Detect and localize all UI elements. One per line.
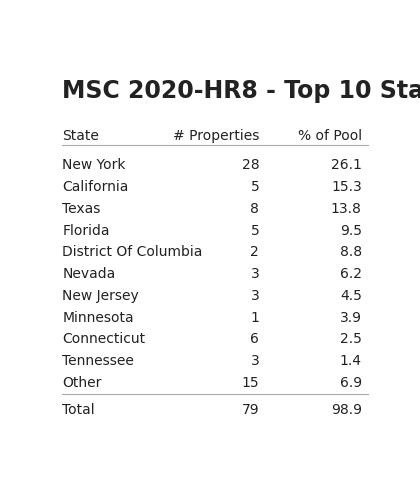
Text: 3: 3 <box>250 289 259 303</box>
Text: 1.4: 1.4 <box>340 354 362 368</box>
Text: MSC 2020-HR8 - Top 10 States: MSC 2020-HR8 - Top 10 States <box>62 79 420 103</box>
Text: 2.5: 2.5 <box>340 332 362 346</box>
Text: Total: Total <box>62 403 95 417</box>
Text: New Jersey: New Jersey <box>62 289 139 303</box>
Text: Connecticut: Connecticut <box>62 332 145 346</box>
Text: 9.5: 9.5 <box>340 224 362 238</box>
Text: Other: Other <box>62 376 102 390</box>
Text: 6.2: 6.2 <box>340 267 362 281</box>
Text: 4.5: 4.5 <box>340 289 362 303</box>
Text: 3.9: 3.9 <box>340 311 362 324</box>
Text: 28: 28 <box>241 158 259 172</box>
Text: 8.8: 8.8 <box>340 245 362 259</box>
Text: 1: 1 <box>250 311 259 324</box>
Text: 5: 5 <box>250 180 259 194</box>
Text: Texas: Texas <box>62 202 101 216</box>
Text: 13.8: 13.8 <box>331 202 362 216</box>
Text: 3: 3 <box>250 267 259 281</box>
Text: % of Pool: % of Pool <box>298 129 362 143</box>
Text: # Properties: # Properties <box>173 129 259 143</box>
Text: 5: 5 <box>250 224 259 238</box>
Text: 26.1: 26.1 <box>331 158 362 172</box>
Text: 15.3: 15.3 <box>331 180 362 194</box>
Text: State: State <box>62 129 99 143</box>
Text: Florida: Florida <box>62 224 110 238</box>
Text: New York: New York <box>62 158 126 172</box>
Text: District Of Columbia: District Of Columbia <box>62 245 202 259</box>
Text: 3: 3 <box>250 354 259 368</box>
Text: 6: 6 <box>250 332 259 346</box>
Text: Minnesota: Minnesota <box>62 311 134 324</box>
Text: 79: 79 <box>241 403 259 417</box>
Text: Tennessee: Tennessee <box>62 354 134 368</box>
Text: 15: 15 <box>241 376 259 390</box>
Text: 98.9: 98.9 <box>331 403 362 417</box>
Text: Nevada: Nevada <box>62 267 116 281</box>
Text: 8: 8 <box>250 202 259 216</box>
Text: 6.9: 6.9 <box>340 376 362 390</box>
Text: 2: 2 <box>250 245 259 259</box>
Text: California: California <box>62 180 129 194</box>
